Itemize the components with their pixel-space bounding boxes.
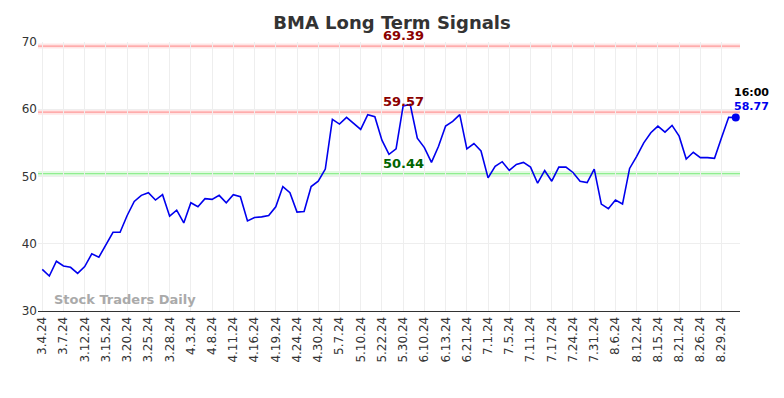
svg-text:3.4.24: 3.4.24 — [35, 317, 49, 355]
svg-text:4.16.24: 4.16.24 — [247, 317, 261, 363]
svg-text:4.30.24: 4.30.24 — [311, 317, 325, 363]
svg-text:3.20.24: 3.20.24 — [120, 317, 134, 363]
svg-text:60: 60 — [22, 102, 37, 116]
svg-text:Stock Traders Daily: Stock Traders Daily — [54, 292, 196, 307]
svg-text:5.7.24: 5.7.24 — [332, 317, 346, 355]
svg-text:58.77: 58.77 — [734, 100, 769, 113]
svg-text:6.21.24: 6.21.24 — [460, 317, 474, 363]
svg-text:5.30.24: 5.30.24 — [396, 317, 410, 363]
svg-text:50: 50 — [22, 170, 37, 184]
svg-text:4.3.24: 4.3.24 — [184, 317, 198, 355]
svg-text:7.24.24: 7.24.24 — [566, 317, 580, 363]
svg-text:8.26.24: 8.26.24 — [693, 317, 707, 363]
svg-text:BMA Long Term Signals: BMA Long Term Signals — [273, 12, 511, 33]
svg-text:5.10.24: 5.10.24 — [354, 317, 368, 363]
svg-text:7.11.24: 7.11.24 — [523, 317, 537, 363]
svg-text:59.57: 59.57 — [383, 94, 424, 109]
svg-text:4.24.24: 4.24.24 — [290, 317, 304, 363]
svg-text:7.31.24: 7.31.24 — [587, 317, 601, 363]
svg-text:7.5.24: 7.5.24 — [502, 317, 516, 355]
svg-text:7.1.24: 7.1.24 — [481, 317, 495, 355]
svg-text:30: 30 — [22, 304, 37, 318]
svg-text:16:00: 16:00 — [734, 86, 769, 99]
svg-text:3.28.24: 3.28.24 — [163, 317, 177, 363]
svg-text:40: 40 — [22, 237, 37, 251]
svg-text:6.10.24: 6.10.24 — [417, 317, 431, 363]
svg-text:8.21.24: 8.21.24 — [672, 317, 686, 363]
svg-text:8.12.24: 8.12.24 — [630, 317, 644, 363]
svg-text:3.15.24: 3.15.24 — [99, 317, 113, 363]
svg-text:7.17.24: 7.17.24 — [545, 317, 559, 363]
svg-text:5.22.24: 5.22.24 — [375, 317, 389, 363]
svg-text:8.29.24: 8.29.24 — [715, 317, 729, 363]
svg-text:4.19.24: 4.19.24 — [269, 317, 283, 363]
svg-text:3.12.24: 3.12.24 — [78, 317, 92, 363]
svg-text:70: 70 — [22, 35, 37, 49]
svg-text:3.7.24: 3.7.24 — [56, 317, 70, 355]
svg-text:6.13.24: 6.13.24 — [439, 317, 453, 363]
svg-text:50.44: 50.44 — [383, 156, 424, 171]
svg-text:4.11.24: 4.11.24 — [226, 317, 240, 363]
svg-text:8.15.24: 8.15.24 — [651, 317, 665, 363]
svg-text:4.8.24: 4.8.24 — [205, 317, 219, 355]
svg-text:3.25.24: 3.25.24 — [141, 317, 155, 363]
svg-text:8.6.24: 8.6.24 — [608, 317, 622, 355]
svg-text:69.39: 69.39 — [383, 28, 424, 43]
